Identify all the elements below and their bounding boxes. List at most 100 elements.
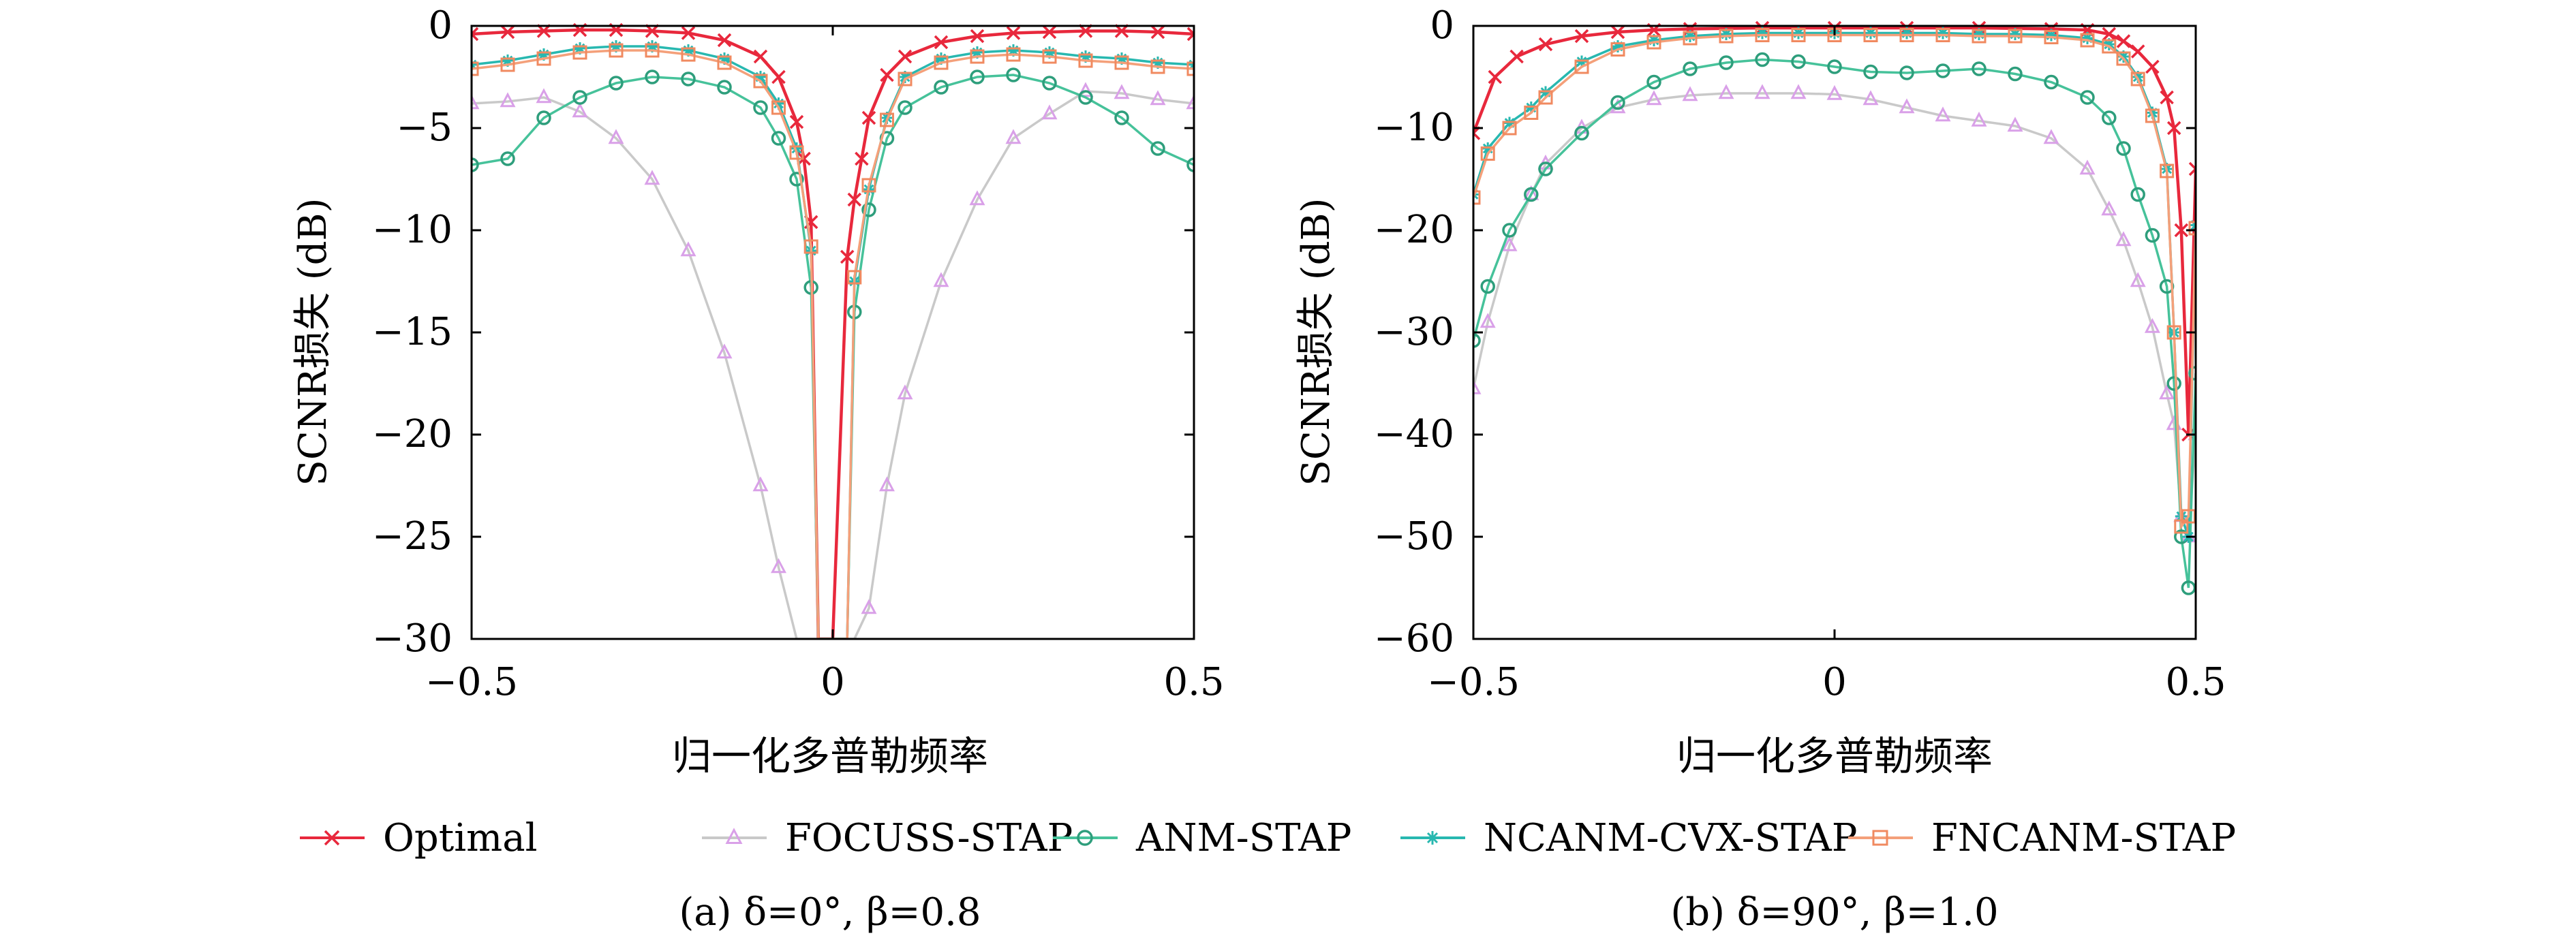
- data-point-fncanm-stap: [847, 270, 862, 285]
- data-point-fncanm-stap: [2188, 221, 2196, 236]
- y-tick-label: −10: [1374, 106, 1454, 150]
- data-point-optimal: [1538, 37, 1553, 52]
- data-point-optimal: [1006, 26, 1021, 40]
- data-point-focuss-stap: [472, 94, 480, 110]
- data-point-ncanm-cvx-stap: [1937, 27, 1949, 40]
- data-point-anm-stap: [1899, 65, 1914, 80]
- data-point-optimal: [789, 114, 804, 129]
- data-point-ncanm-cvx-stap: [1720, 28, 1732, 40]
- series-anm-stap: [1473, 52, 2196, 595]
- data-point-optimal: [681, 26, 696, 40]
- chart-b-caption: (b) δ=90°, β=1.0: [1670, 890, 1998, 935]
- data-point-anm-stap: [1719, 55, 1734, 70]
- data-point-anm-stap: [970, 69, 985, 84]
- data-point-optimal: [1488, 69, 1503, 84]
- series-ncanm-cvx-stap: [1473, 27, 2196, 543]
- data-point-focuss-stap: [1682, 86, 1698, 101]
- data-point-focuss-stap: [608, 129, 624, 144]
- y-tick-label: −50: [1374, 514, 1454, 559]
- data-point-ncanm-cvx-stap: [1116, 52, 1128, 65]
- data-point-anm-stap: [861, 202, 876, 217]
- data-point-focuss-stap: [1826, 84, 1843, 100]
- data-point-ncanm-cvx-stap: [899, 71, 911, 83]
- data-point-ncanm-cvx-stap: [971, 46, 983, 59]
- legend-marker-x: [324, 830, 340, 846]
- data-point-fncanm-stap: [645, 43, 660, 58]
- data-point-optimal: [898, 49, 913, 64]
- data-point-ncanm-cvx-stap: [682, 44, 694, 57]
- x-tick-label: 0: [821, 660, 845, 704]
- data-point-anm-stap: [1473, 333, 1481, 348]
- data-point-ncanm-cvx-stap: [610, 40, 622, 52]
- data-point-optimal: [1610, 25, 1625, 40]
- data-point-fncanm-stap: [861, 178, 876, 193]
- series-line-anm-stap: [472, 74, 1194, 639]
- data-point-fncanm-stap: [789, 145, 804, 160]
- data-point-focuss-stap: [1754, 84, 1770, 99]
- data-point-optimal: [970, 29, 985, 44]
- data-point-anm-stap: [1972, 61, 1987, 76]
- data-point-anm-stap: [2044, 74, 2059, 90]
- y-tick-label: −20: [372, 412, 453, 456]
- data-point-optimal: [847, 192, 862, 207]
- chart-0-axes-frame: [470, 25, 1195, 640]
- data-point-focuss-stap: [771, 558, 786, 574]
- data-point-focuss-stap: [1114, 84, 1130, 99]
- data-point-optimal: [2166, 121, 2181, 136]
- data-point-ncanm-cvx-stap: [1901, 27, 1913, 40]
- data-point-anm-stap: [1114, 110, 1129, 125]
- data-point-fncanm-stap: [472, 61, 479, 76]
- data-point-focuss-stap: [2159, 384, 2175, 400]
- data-point-anm-stap: [1683, 61, 1698, 76]
- data-point-anm-stap: [1863, 64, 1878, 80]
- data-point-focuss-stap: [1077, 82, 1094, 97]
- data-point-ncanm-cvx-stap: [772, 97, 785, 110]
- x-tick-label: 0: [1822, 660, 1847, 704]
- data-point-fncanm-stap: [1972, 29, 1987, 44]
- series-focuss-stap: [472, 82, 1194, 639]
- data-point-anm-stap: [609, 76, 624, 91]
- data-point-fncanm-stap: [572, 45, 587, 60]
- series-line-fncanm-stap: [472, 49, 1194, 639]
- data-point-ncanm-cvx-stap: [754, 71, 767, 83]
- data-point-optimal: [2174, 223, 2189, 238]
- data-point-fncanm-stap: [1755, 28, 1770, 42]
- data-point-anm-stap: [2166, 376, 2181, 391]
- data-point-optimal: [2188, 161, 2196, 176]
- chart-a-ylabel: SCNR损失 (dB): [291, 198, 335, 486]
- data-point-anm-stap: [2181, 580, 2196, 595]
- data-point-focuss-stap: [879, 476, 895, 492]
- data-point-anm-stap: [1791, 54, 1806, 69]
- data-point-fncanm-stap: [1935, 28, 1950, 42]
- y-tick-label: −20: [1374, 208, 1454, 252]
- data-point-focuss-stap: [1473, 379, 1482, 394]
- data-point-fncanm-stap: [2145, 108, 2160, 123]
- data-point-fncanm-stap: [1480, 146, 1495, 161]
- legend: Optimal FOCUSS-STAP ANM-STAP NCANM-CVX-STAP…: [300, 816, 2236, 860]
- data-point-fncanm-stap: [681, 47, 696, 62]
- data-point-fncanm-stap: [898, 72, 913, 87]
- data-point-fncanm-stap: [771, 100, 786, 115]
- series-focuss-stap: [1473, 84, 2196, 543]
- x-tick-label: 0.5: [1163, 660, 1224, 704]
- legend-item-fncanm-stap: FNCANM-STAP: [1848, 816, 2236, 860]
- data-point-ncanm-cvx-stap: [718, 52, 731, 65]
- data-point-ncanm-cvx-stap: [1865, 27, 1877, 40]
- legend-marker-circle: [1077, 830, 1093, 846]
- data-point-anm-stap: [1935, 63, 1950, 78]
- data-point-focuss-stap: [1718, 84, 1734, 99]
- data-point-focuss-stap: [716, 343, 733, 359]
- series-anm-stap: [472, 67, 1194, 639]
- series-optimal: [1473, 20, 2196, 442]
- chart-b-xlabel: 归一化多普勒频率: [1676, 733, 1993, 779]
- data-point-focuss-stap: [2007, 116, 2023, 132]
- data-point-fncanm-stap: [500, 57, 515, 72]
- legend-marker-star: [1426, 831, 1439, 845]
- data-point-focuss-stap: [1041, 104, 1058, 120]
- data-point-focuss-stap: [536, 88, 552, 104]
- data-point-anm-stap: [1006, 67, 1021, 82]
- series-line-optimal: [472, 28, 1194, 639]
- data-point-anm-stap: [1574, 125, 1589, 141]
- data-point-focuss-stap: [1005, 129, 1022, 144]
